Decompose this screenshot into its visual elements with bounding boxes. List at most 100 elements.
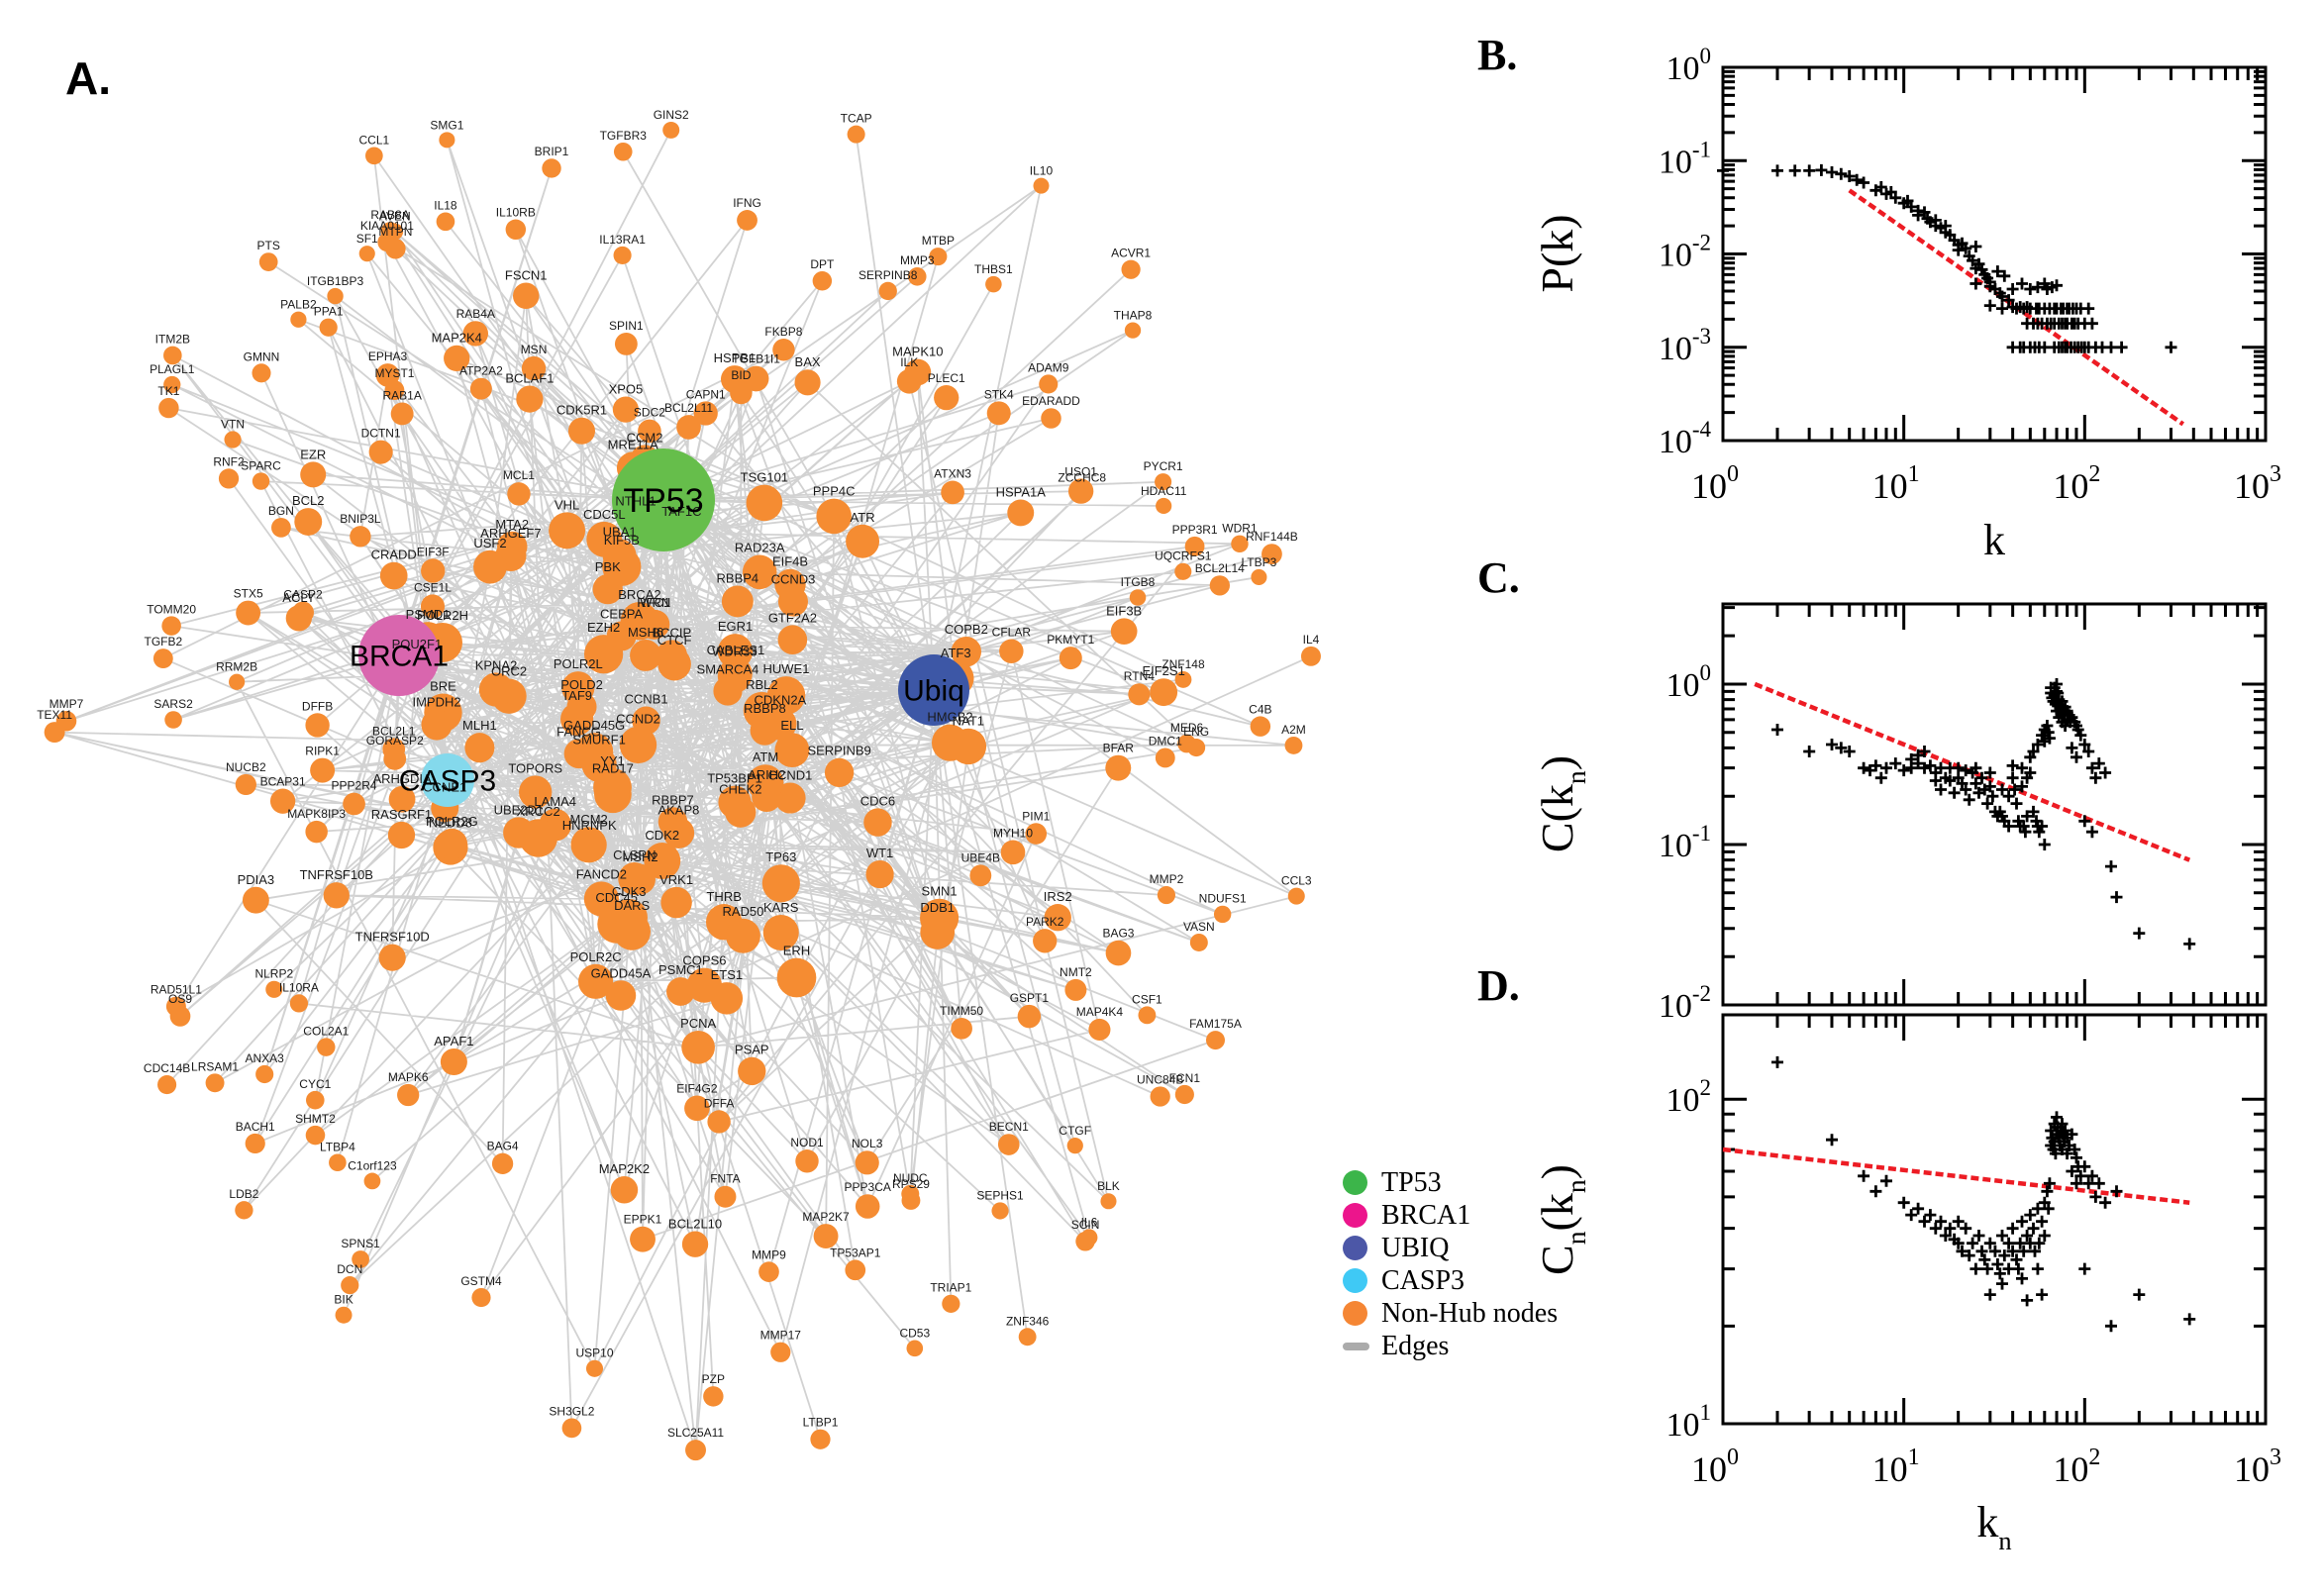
gene-label: TNFRSF10D <box>355 930 430 945</box>
legend-label: UBIQ <box>1381 1232 1450 1263</box>
gene-label: POLR2H <box>417 608 468 623</box>
network-node <box>743 365 769 392</box>
network-node <box>158 397 179 419</box>
gene-label: KPNA2 <box>475 657 518 672</box>
gene-label: GADD45A <box>591 965 652 980</box>
network-node <box>512 282 540 310</box>
gene-label: DCTN1 <box>361 427 401 441</box>
network-node <box>575 832 604 861</box>
network-node <box>1088 1018 1111 1042</box>
network-node <box>795 1149 819 1173</box>
hub-label-tp53: TP53 <box>623 482 703 520</box>
casp3-dot-icon <box>1343 1268 1367 1293</box>
gene-label: TCAP <box>841 112 872 126</box>
brca1-dot-icon <box>1343 1203 1367 1228</box>
network-node <box>1039 374 1059 394</box>
gene-label: AKAP8 <box>657 803 699 818</box>
gene-label: UNC84B <box>1137 1072 1183 1086</box>
gene-label: TRIAP1 <box>930 1281 971 1295</box>
gene-label: CLSPN <box>613 848 656 862</box>
y-tick-label: 10-2 <box>1659 981 1711 1025</box>
network-node <box>605 980 637 1011</box>
network-node <box>855 1194 880 1219</box>
gene-label: CHEK2 <box>719 782 761 797</box>
network-node <box>812 271 833 291</box>
network-node <box>440 1047 467 1076</box>
network-node <box>660 886 692 919</box>
gene-label: CAPN1 <box>686 387 726 401</box>
network-node <box>1155 748 1175 768</box>
gene-label: GADD45G <box>563 718 625 733</box>
gene-label: EIF3F <box>417 545 450 558</box>
gene-label: TNFRSF10B <box>300 867 373 882</box>
hub-nodes <box>358 449 969 807</box>
gene-label: IL4 <box>1303 633 1320 647</box>
network-node <box>774 568 806 601</box>
gene-label: RAD17 <box>592 760 634 775</box>
gene-label: CCNE1 <box>423 779 466 794</box>
x-tick-label: 103 <box>2234 1445 2281 1489</box>
gene-label: BCL2L10 <box>668 1217 722 1232</box>
x-tick-label: 101 <box>1872 1445 1920 1489</box>
tp53-dot-icon <box>1343 1170 1367 1195</box>
network-node <box>341 1276 359 1295</box>
gene-label: UBE4B <box>961 850 1000 864</box>
network-node <box>1075 1232 1095 1251</box>
y-axis-title: C(kn) <box>1532 755 1591 852</box>
gene-label: UBE2D1 <box>494 802 545 817</box>
x-tick-label: 100 <box>1691 1445 1739 1489</box>
gene-label: EPPK1 <box>624 1213 662 1227</box>
network-node <box>1000 840 1026 865</box>
network-node <box>676 415 701 440</box>
plot-panel-C: 100 10-1 10-2 C(kn) <box>1532 602 2268 1025</box>
gene-label: BID <box>731 368 751 382</box>
network-node <box>644 843 681 879</box>
gene-label: MCM2 <box>570 812 608 827</box>
network-node <box>382 738 406 761</box>
gene-label: FCN1 <box>1169 1071 1201 1085</box>
axes-frame <box>1721 1013 2268 1426</box>
gene-label: HNRNPK <box>562 818 617 833</box>
network-node <box>157 1075 177 1095</box>
gene-label: MRE11A <box>608 437 658 451</box>
network-node <box>290 311 307 328</box>
hub-label-casp3: CASP3 <box>399 765 496 798</box>
gene-label: RNF2 <box>213 454 245 468</box>
network-node <box>245 1133 265 1154</box>
legend-label: BRCA1 <box>1381 1199 1471 1231</box>
network-node <box>542 158 561 178</box>
protein-network-panel: NEDD8 KARS ARHGEF7 PCNA CDK2 UBA1 CCNE1 CCNB1 CC… <box>37 108 1321 1461</box>
gene-label: POLR2C <box>570 949 622 964</box>
network-node <box>630 640 661 671</box>
gene-label: FNTA <box>710 1172 740 1186</box>
gene-label: COPS6 <box>682 953 726 968</box>
gene-label: POLR2G <box>426 814 478 829</box>
network-node <box>1250 716 1271 737</box>
y-tick-label: 102 <box>1666 1075 1712 1119</box>
gene-label: IL10RB <box>496 206 536 220</box>
network-node <box>258 252 278 271</box>
network-node <box>951 1017 972 1040</box>
network-node <box>762 914 799 950</box>
gene-label: NAT1 <box>953 714 984 729</box>
network-node <box>294 508 323 536</box>
legend-label: CASP3 <box>1381 1264 1465 1296</box>
gene-label: MED6 <box>1170 721 1204 735</box>
gene-label: MMP9 <box>752 1247 786 1261</box>
gene-label: HSPA1A <box>996 484 1047 499</box>
network-node <box>377 233 397 252</box>
gene-label: ITM2B <box>155 333 190 347</box>
non-hub-nodes <box>44 121 1321 1461</box>
network-node <box>291 601 314 624</box>
gene-label: GORASP2 <box>366 734 424 748</box>
network-node <box>1189 933 1208 951</box>
hub-node-brca1 <box>358 615 440 696</box>
network-node <box>1064 978 1087 1001</box>
legend-label: Edges <box>1381 1330 1450 1361</box>
gene-label: TEX11 <box>37 708 72 722</box>
gene-label: LTBP1 <box>803 1416 839 1430</box>
network-node <box>725 918 760 953</box>
gene-label: RAB4A <box>456 307 495 321</box>
